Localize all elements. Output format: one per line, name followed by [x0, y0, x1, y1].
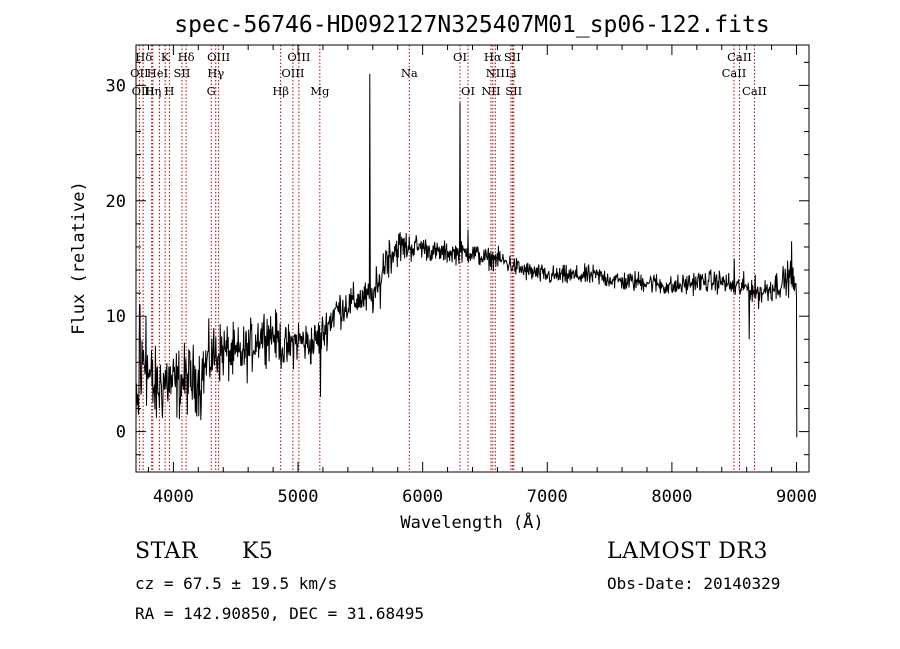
- x-axis-ticks: 4000 5000 6000 7000 8000 9000: [147, 45, 817, 507]
- x-tick-label: 8000: [651, 487, 692, 507]
- spectrum-line: [135, 73, 798, 438]
- y-tick-label: 0: [116, 423, 126, 443]
- y-tick-label: 30: [106, 76, 126, 96]
- spectrum-series: [135, 73, 798, 438]
- emission-line-label: Hδ: [178, 50, 195, 64]
- x-tick-label: 7000: [527, 487, 568, 507]
- emission-line-label: Hγ: [207, 66, 224, 80]
- emission-line-label: H: [164, 84, 174, 98]
- emission-line-label: OI: [453, 50, 467, 64]
- emission-line-label: Hβ: [272, 84, 289, 98]
- emission-line-label: Na: [401, 66, 418, 80]
- x-tick-label: 9000: [776, 487, 817, 507]
- emission-line-label: Hη: [144, 84, 161, 98]
- emission-line-label: SII: [504, 50, 521, 64]
- y-axis-ticks: 0 10 20 30: [106, 61, 809, 456]
- emission-line-label: OIII: [207, 50, 230, 64]
- emission-line-label: Mg: [310, 84, 330, 98]
- ra-dec-coordinates: RA = 142.90850, DEC = 31.68495: [135, 604, 424, 623]
- y-tick-label: 10: [106, 307, 126, 327]
- emission-line-label: SII: [174, 66, 191, 80]
- emission-line-label: Hα: [484, 50, 502, 64]
- emission-line-label: K: [161, 50, 170, 64]
- emission-line-label: OII: [130, 66, 149, 80]
- survey-name: LAMOST DR3: [607, 539, 768, 564]
- emission-line-label: Hδ: [135, 50, 152, 64]
- y-axis-label: Flux (relative): [69, 181, 89, 335]
- emission-line-label: OIII: [287, 50, 310, 64]
- object-class: STAR: [135, 539, 198, 564]
- emission-line-label: Li: [505, 66, 517, 80]
- emission-line-label: OI: [461, 84, 475, 98]
- emission-line-label: OIII: [281, 66, 304, 80]
- emission-line-label: SII: [505, 84, 522, 98]
- emission-line-label: CaII: [742, 84, 767, 98]
- y-tick-label: 20: [106, 192, 126, 212]
- observation-date: Obs-Date: 20140329: [607, 574, 781, 593]
- x-tick-label: 4000: [153, 487, 194, 507]
- emission-line-label: CaII: [727, 50, 752, 64]
- emission-line-label: NII: [486, 66, 505, 80]
- x-tick-label: 5000: [278, 487, 319, 507]
- chart-title: spec-56746-HD092127N325407M01_sp06-122.f…: [174, 12, 769, 38]
- emission-line-label: CaII: [722, 66, 747, 80]
- x-axis-label: Wavelength (Å): [400, 511, 543, 533]
- emission-line-label: HeI: [147, 66, 168, 80]
- x-tick-label: 6000: [402, 487, 443, 507]
- emission-line-label: OIII: [132, 84, 155, 98]
- emission-line-label: G: [207, 84, 216, 98]
- emission-line-label: NII: [481, 84, 500, 98]
- redshift-velocity: cz = 67.5 ± 19.5 km/s: [135, 574, 338, 593]
- object-subclass: K5: [242, 539, 274, 564]
